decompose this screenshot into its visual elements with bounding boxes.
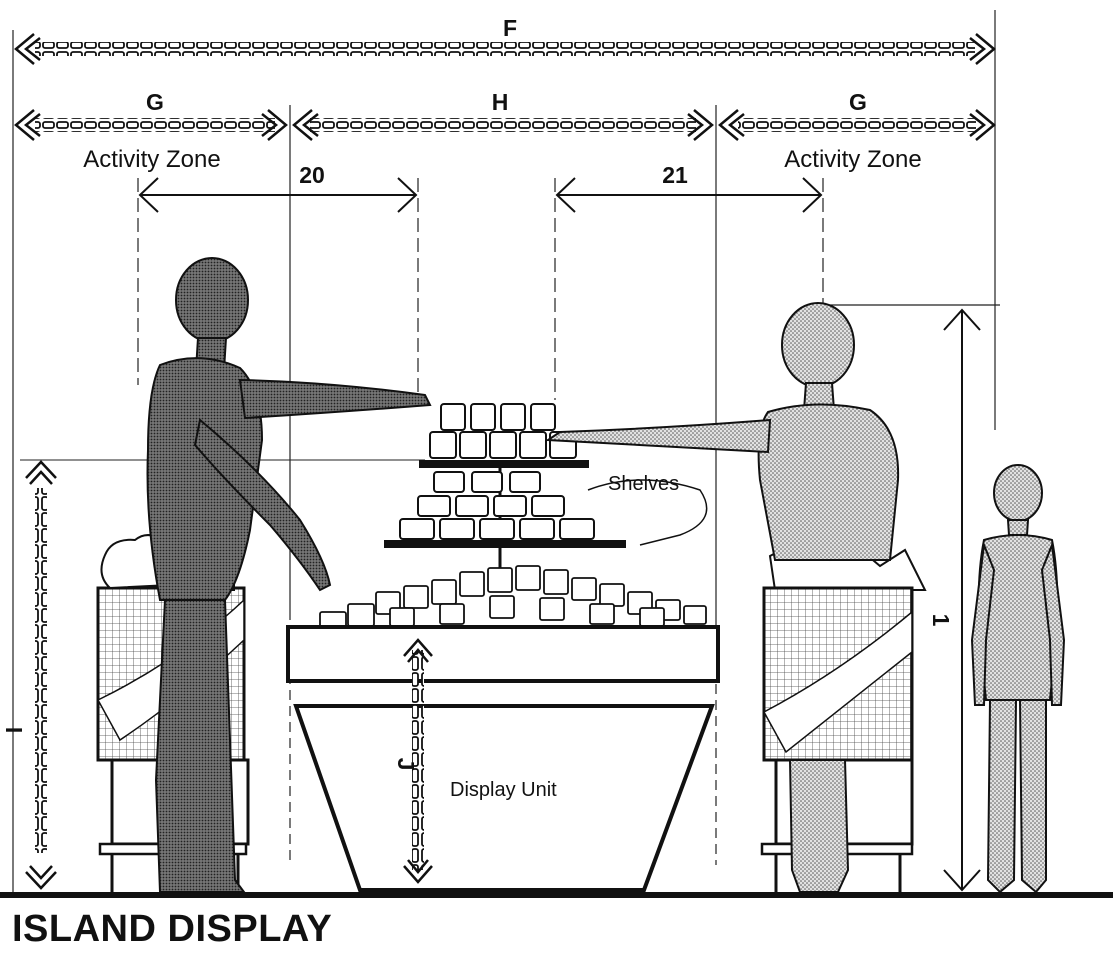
right-shopper-figure [544, 302, 900, 893]
dimension-f-label: F [503, 15, 517, 41]
child-figure [970, 464, 1066, 894]
dimension-21 [555, 177, 823, 213]
dimension-1 [943, 308, 981, 892]
dimension-j-label: J [393, 758, 419, 771]
display-unit-label: Display Unit [450, 779, 557, 801]
dimension-21-label: 21 [662, 162, 688, 188]
activity-zone-left-label: Activity Zone [83, 146, 220, 173]
dimension-g-left: G Activity Zone [14, 89, 288, 173]
shelves-label: Shelves [608, 473, 679, 495]
dimension-g-right: G Activity Zone [718, 89, 996, 173]
floor-line [0, 892, 1113, 898]
right-shopping-cart [760, 538, 927, 892]
dimension-20 [138, 177, 418, 213]
display-unit: J Display Unit [286, 565, 720, 892]
activity-zone-right-label: Activity Zone [784, 146, 921, 173]
dimension-f: F [14, 15, 996, 65]
dimension-i-label: I [1, 727, 27, 733]
dimension-i: I [1, 460, 57, 890]
shelves-leader-line [587, 479, 708, 546]
dimension-1-label: 1 [928, 614, 954, 627]
dimension-g-right-label: G [849, 89, 867, 115]
page-title: ISLAND DISPLAY [12, 908, 333, 950]
dimension-h: H [292, 89, 714, 141]
dimension-g-left-label: G [146, 89, 164, 115]
left-shopper-figure [146, 257, 432, 893]
dimension-h-label: H [492, 89, 509, 115]
dimension-20-label: 20 [299, 162, 325, 188]
